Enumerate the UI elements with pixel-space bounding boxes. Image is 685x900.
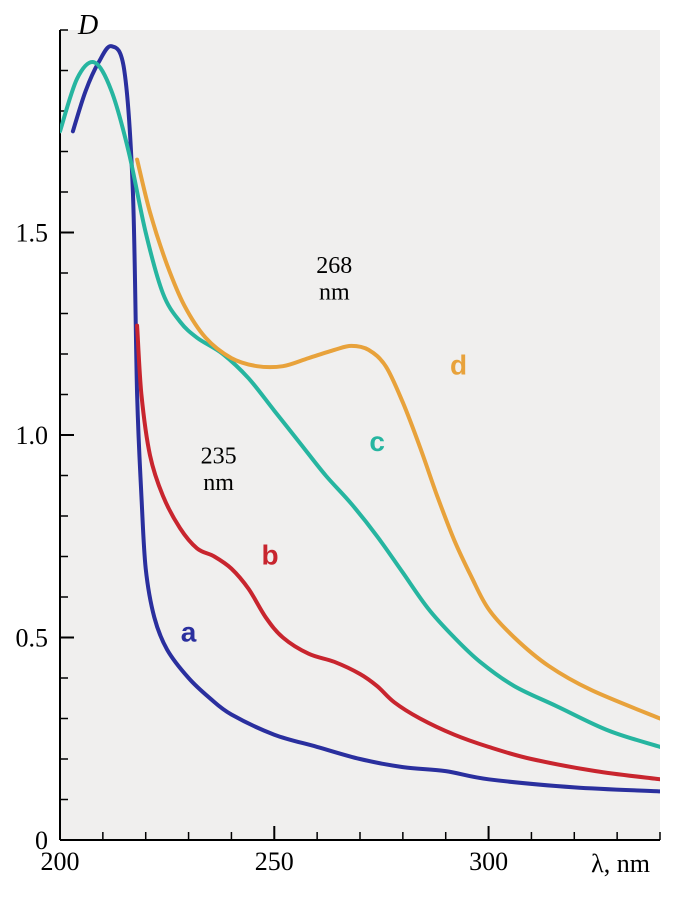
series-a-label: a	[181, 617, 197, 648]
annotation-0: 268nm	[316, 253, 352, 305]
absorption-spectrum-chart: 200250300λ, nm00.51.01.5Dabcd268nm235nm	[0, 0, 685, 900]
annotation-1: 235nm	[201, 443, 237, 495]
plot-background	[60, 30, 660, 840]
y-tick-label: 1.5	[16, 219, 49, 248]
y-tick-label: 1.0	[16, 421, 49, 450]
series-d-label: d	[450, 349, 467, 380]
series-c-label: c	[369, 426, 385, 457]
y-tick-label: 0.5	[16, 624, 49, 653]
series-b-label: b	[261, 540, 278, 571]
y-axis-label: D	[77, 10, 98, 41]
x-tick-label: 300	[469, 847, 508, 876]
y-tick-label: 0	[35, 826, 48, 855]
x-tick-label: 250	[255, 847, 294, 876]
x-axis-label: λ, nm	[591, 849, 650, 878]
